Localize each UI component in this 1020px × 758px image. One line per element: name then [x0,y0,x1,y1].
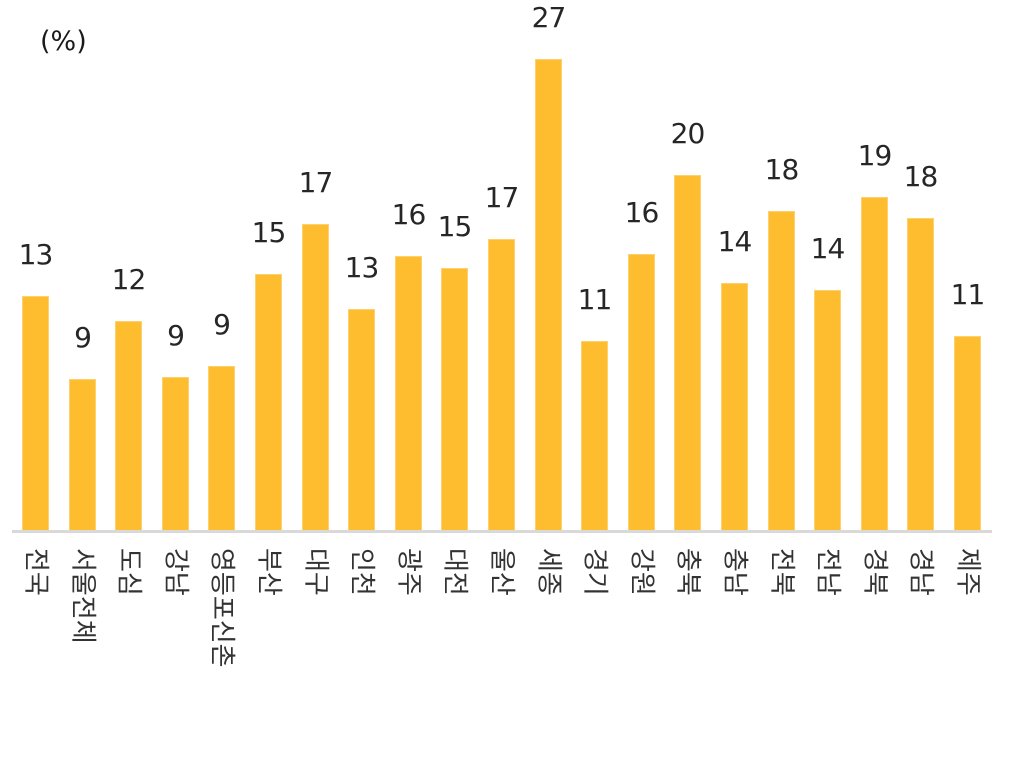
category-label: 세종 [533,548,564,596]
x-axis-line [12,530,992,533]
data-label: 18 [903,160,939,193]
category-label: 경북 [859,548,890,596]
data-label: 11 [950,278,986,311]
bar [302,224,329,530]
category-label: 강원 [626,548,657,596]
bar [22,296,49,530]
bar [628,254,655,530]
data-label: 11 [577,283,613,316]
unit-label: (%) [40,26,87,57]
data-label: 18 [764,153,800,186]
bar [954,336,981,530]
category-label: 강남 [160,548,191,596]
bar [535,59,562,530]
category-label: 전남 [812,548,843,596]
data-label: 16 [624,196,660,229]
category-label: 영등포신촌 [206,548,237,668]
data-label: 15 [437,210,473,243]
category-label: 제주 [952,548,983,596]
data-label: 15 [251,216,287,249]
bar [581,341,608,530]
data-label: 9 [167,319,185,352]
bar [395,256,422,530]
bar [115,321,142,530]
bar [488,239,515,530]
bar [255,274,282,530]
data-label: 13 [344,251,380,284]
data-label: 16 [391,198,427,231]
bar [208,366,235,530]
bar [721,283,748,530]
data-label: 9 [213,308,231,341]
category-label: 대구 [300,548,331,596]
category-label: 서울전체 [67,548,98,644]
bar [69,379,96,530]
bar [907,218,934,530]
category-label: 부산 [253,548,284,596]
category-label: 경기 [579,548,610,596]
data-label: 17 [298,166,334,199]
bar [768,211,795,530]
data-label: 9 [74,321,92,354]
data-label: 19 [857,139,893,172]
bar [441,268,468,530]
category-label: 전북 [766,548,797,596]
category-label: 울산 [486,548,517,596]
bar [814,290,841,530]
bar [674,175,701,530]
category-label: 경남 [905,548,936,596]
category-label: 충남 [719,548,750,596]
data-label: 14 [717,225,753,258]
category-label: 광주 [393,548,424,596]
data-label: 14 [810,232,846,265]
data-label: 17 [484,181,520,214]
data-label: 12 [111,263,147,296]
data-label: 13 [18,238,54,271]
category-label: 도심 [113,548,144,596]
category-label: 인천 [346,548,377,596]
bar [348,309,375,530]
bar [162,377,189,530]
category-label: 충북 [672,548,703,596]
category-label: 대전 [439,548,470,596]
bar [861,197,888,530]
category-label: 전국 [20,548,51,596]
data-label: 27 [531,1,567,34]
data-label: 20 [670,117,706,150]
